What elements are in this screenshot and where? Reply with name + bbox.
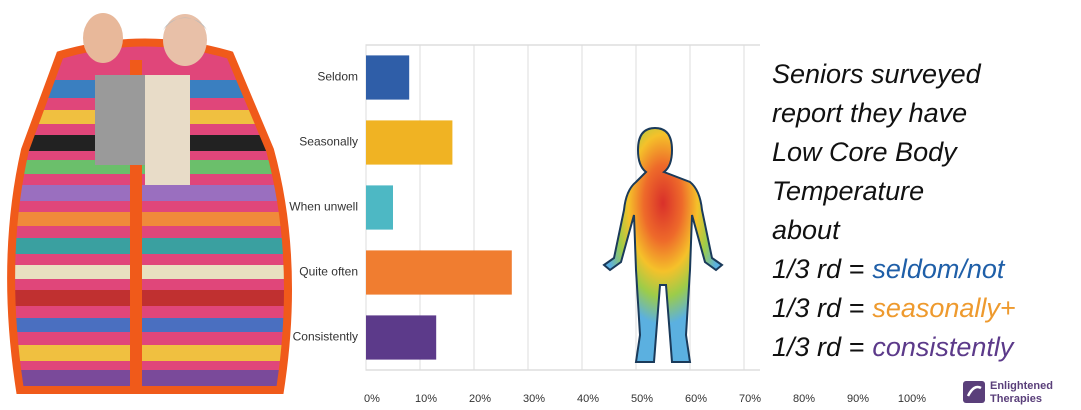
bar [366,250,512,294]
annotation-prefix: 1/3 rd = [772,254,864,284]
bar [366,185,393,229]
annotation-line: report they have [772,98,967,128]
page: Seniors surveyed report they have Low Core… [0,0,1081,410]
photo-seniors [0,13,300,400]
annotation-line: about [772,215,841,245]
annotation-prefix: 1/3 rd = [772,332,864,362]
x-tick-label: 0% [364,393,380,405]
annotation-line: Seniors surveyed [772,59,982,89]
body-heat-map [604,128,722,362]
logo: Enlightened Therapies [963,380,1053,405]
annotation-line: Low Core Body [772,137,958,167]
bar [366,55,409,99]
x-tick-label: 20% [469,393,491,405]
x-tick-label: 80% [793,393,815,405]
x-tick-label: 60% [685,393,707,405]
x-tick-label: 40% [577,393,599,405]
annotation-line: Temperature [772,176,924,206]
logo-line1: Enlightened [990,380,1053,392]
category-label: Seldom [317,70,358,84]
annotation-highlight: consistently [872,332,1015,362]
bar [366,315,436,359]
x-tick-label: 90% [847,393,869,405]
logo-icon [963,381,985,403]
x-tick-label: 30% [523,393,545,405]
x-tick-label: 100% [898,393,926,405]
annotation-item: 1/3 rd = seasonally+ [772,293,1016,323]
category-label: Consistently [293,330,358,344]
annotation-prefix: 1/3 rd = [772,293,864,323]
annotation-item: 1/3 rd = consistently [772,332,1015,362]
category-label: When unwell [289,200,358,214]
category-label: Seasonally [299,135,358,149]
logo-line2: Therapies [990,393,1042,405]
annotation-highlight: seldom/not [872,254,1006,284]
annotation-item: 1/3 rd = seldom/not [772,254,1006,284]
x-tick-label: 10% [415,393,437,405]
x-tick-label: 70% [739,393,761,405]
bar [366,120,452,164]
x-tick-label: 50% [631,393,653,405]
category-label: Quite often [299,265,358,279]
annotation-highlight: seasonally+ [872,293,1015,323]
annotation-backdrop [760,40,1081,380]
